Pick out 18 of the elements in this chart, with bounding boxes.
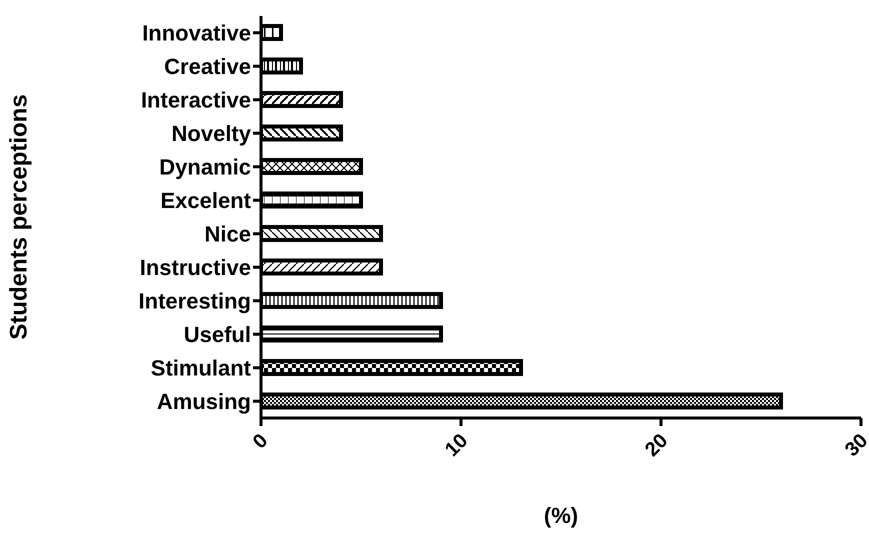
y-axis-title: Students perceptions	[6, 94, 33, 340]
x-tick-label: 20	[640, 430, 672, 462]
y-tick-label: Instructive	[140, 255, 251, 280]
y-tick-label: Dynamic	[159, 154, 251, 180]
y-tick-label: Nice	[204, 222, 251, 247]
x-tick-label: 0	[248, 430, 272, 454]
y-tick-label: Interesting	[138, 288, 251, 314]
y-tick-label: Amusing	[156, 389, 251, 414]
y-tick-label: Creative	[164, 54, 251, 80]
x-axis-title: (%)	[544, 503, 578, 528]
y-tick-label: Interactive	[140, 88, 251, 113]
y-tick-label: Useful	[184, 322, 251, 348]
x-tick-label: 10	[440, 430, 472, 462]
y-tick-label: Novelty	[172, 121, 252, 146]
y-tick-label: Innovative	[142, 20, 251, 46]
y-tick-label: Excelent	[160, 188, 252, 214]
y-tick-label: Stimulant	[150, 356, 252, 381]
x-tick-label: 30	[840, 430, 869, 462]
